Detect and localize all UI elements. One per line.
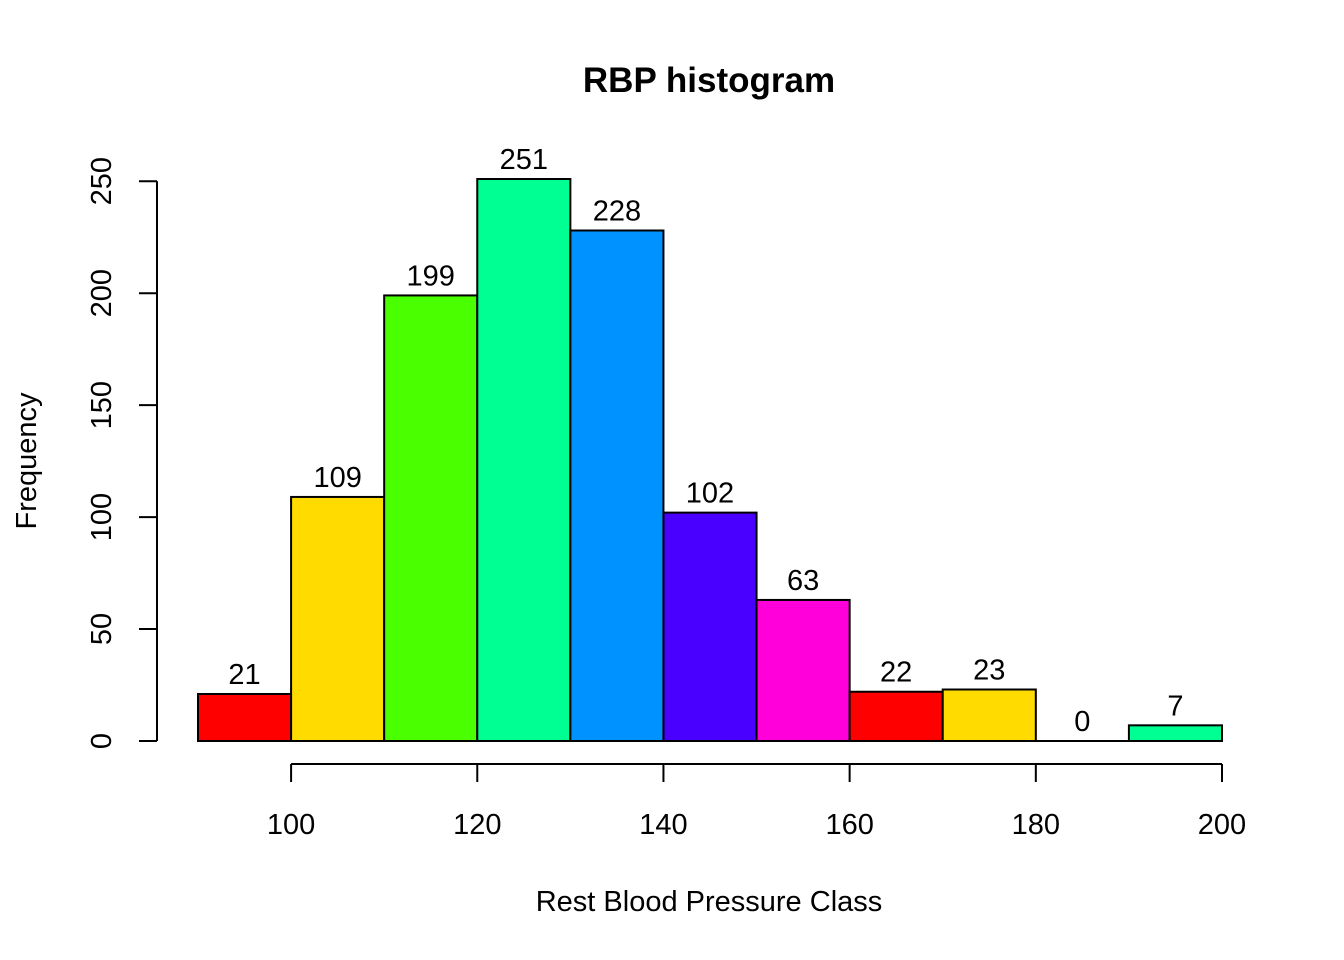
x-tick-label: 120	[453, 809, 501, 841]
bar-value-label: 7	[1167, 690, 1183, 722]
x-axis-label: Rest Blood Pressure Class	[536, 886, 883, 918]
y-tick-label: 250	[86, 157, 118, 205]
histogram-bar-140-150	[662, 511, 758, 743]
bar-value-label: 0	[1074, 706, 1090, 738]
y-tick-label: 200	[86, 269, 118, 317]
bar-labels-group: 21 109 199 251 228 102 63 22 23 0 7	[228, 144, 1183, 738]
x-tick-label: 160	[825, 809, 873, 841]
bar-value-label: 109	[313, 462, 361, 494]
histogram-bar-170-180	[941, 688, 1037, 743]
histogram-bar-150-160	[755, 598, 851, 742]
histogram-bar-190-200	[1127, 724, 1223, 743]
bar-value-label: 199	[407, 260, 455, 292]
histogram-bar-90-100	[197, 692, 293, 743]
x-tick-label: 100	[267, 809, 315, 841]
histogram-bar-100-110	[290, 495, 386, 742]
bars-group	[197, 178, 1223, 743]
histogram-bar-160-170	[848, 690, 944, 742]
bar-value-label: 102	[686, 478, 734, 510]
bar-value-label: 21	[228, 659, 260, 691]
x-axis: 100 120 140 160 180 200	[267, 763, 1246, 841]
histogram-bar-130-140	[569, 229, 665, 742]
histogram-bar-120-130	[476, 178, 572, 742]
x-tick-label: 140	[639, 809, 687, 841]
y-tick-label: 150	[86, 381, 118, 429]
bar-value-label: 22	[880, 657, 912, 689]
bar-value-label: 251	[500, 144, 548, 176]
y-axis: 0 50 100 150 200 250	[86, 157, 158, 749]
bar-value-label: 63	[787, 565, 819, 597]
chart-title: RBP histogram	[583, 61, 835, 100]
bar-value-label: 228	[593, 195, 641, 227]
y-axis-label: Frequency	[11, 392, 43, 530]
x-tick-label: 180	[1012, 809, 1060, 841]
x-tick-label: 200	[1198, 809, 1246, 841]
bar-value-label: 23	[973, 655, 1005, 687]
y-tick-label: 100	[86, 493, 118, 541]
y-tick-label: 0	[86, 733, 118, 749]
histogram-bar-110-120	[383, 294, 479, 742]
y-tick-label: 50	[86, 613, 118, 645]
